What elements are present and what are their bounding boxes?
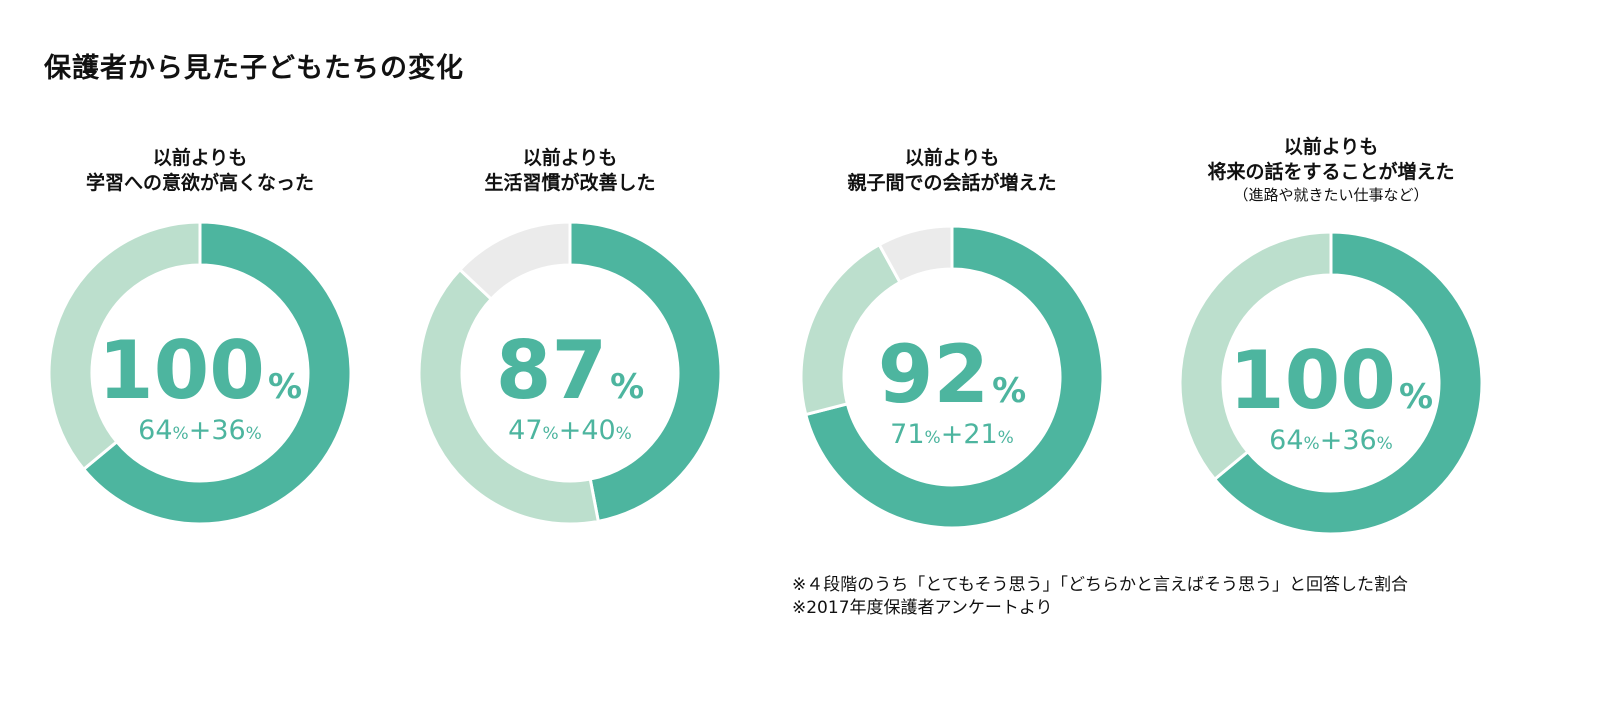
total-value: 100% xyxy=(1229,334,1433,427)
chart-title-line1: 以前よりも xyxy=(152,147,248,169)
chart-title-line1: 以前よりも xyxy=(1283,136,1379,158)
donut-chart-lifestyle: 以前よりも 生活習慣が改善した 87% 47%+40% xyxy=(410,143,730,533)
breakdown-value: 71%+21% xyxy=(890,419,1014,450)
donut-chart-future: 以前よりも 将来の話をすることが増えた （進路や就きたい仕事など） 100% 64… xyxy=(1171,135,1491,536)
breakdown-value: 64%+36% xyxy=(138,415,262,446)
breakdown-value: 64%+36% xyxy=(1269,425,1393,456)
chart-title: 以前よりも 将来の話をすることが増えた （進路や就きたい仕事など） xyxy=(1171,135,1491,205)
chart-title-line2: 生活習慣が改善した xyxy=(484,172,656,194)
total-value: 100% xyxy=(98,324,302,417)
donut-svg: 100%64%+36% xyxy=(47,220,353,526)
donut-svg: 92%71%+21% xyxy=(799,224,1105,530)
chart-title-line1: 以前よりも xyxy=(904,147,1000,169)
donut-slice-grey xyxy=(457,220,572,302)
donut-chart-learning: 以前よりも 学習への意欲が高くなった 100% 64%+36% xyxy=(40,143,360,533)
donut-slice-light xyxy=(417,267,601,526)
chart-title-line2: 親子間での会話が増えた xyxy=(847,172,1057,194)
chart-title: 以前よりも 学習への意欲が高くなった xyxy=(40,146,360,196)
total-value: 87% xyxy=(496,324,644,417)
footnote-2: ※2017年度保護者アンケートより xyxy=(792,598,1053,618)
donut-slice-grey xyxy=(877,224,954,285)
footnote-1: ※４段階のうち「とてもそう思う」「どちらかと言えばそう思う」と回答した割合 xyxy=(792,575,1409,595)
chart-title: 以前よりも 生活習慣が改善した xyxy=(410,146,730,196)
donut-svg: 100%64%+36% xyxy=(1178,230,1484,536)
page-title: 保護者から見た子どもたちの変化 xyxy=(44,53,464,84)
donut-slice-light xyxy=(47,220,202,472)
donut-slice-light xyxy=(1178,230,1333,482)
donut-chart-conversation: 以前よりも 親子間での会話が増えた 92% 71%+21% xyxy=(792,143,1112,533)
chart-title-line1: 以前よりも xyxy=(522,147,618,169)
donut-svg: 87%47%+40% xyxy=(417,220,723,526)
chart-title-line2: 学習への意欲が高くなった xyxy=(85,172,314,194)
donut-slice-dark xyxy=(1212,230,1484,536)
chart-title-note: （進路や就きたい仕事など） xyxy=(1233,186,1429,204)
chart-title-line2: 将来の話をすることが増えた xyxy=(1207,161,1455,183)
chart-title: 以前よりも 親子間での会話が増えた xyxy=(792,146,1112,196)
total-value: 92% xyxy=(878,328,1026,421)
donut-slice-dark xyxy=(803,224,1105,530)
donut-slice-dark xyxy=(81,220,353,526)
breakdown-value: 47%+40% xyxy=(508,415,632,446)
donut-slice-dark xyxy=(568,220,723,524)
